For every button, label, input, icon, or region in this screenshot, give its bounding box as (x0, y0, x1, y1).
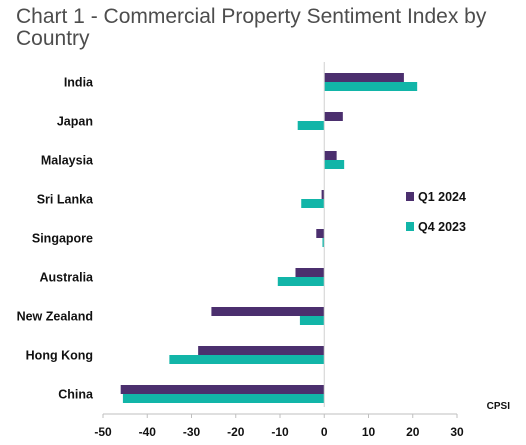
x-tick-label: 0 (321, 425, 328, 439)
bar-q4-2023-hong-kong (169, 355, 325, 364)
legend-swatch-q4-2023 (406, 222, 414, 231)
x-tick-label: -20 (227, 425, 245, 439)
x-tick-label: 30 (450, 425, 464, 439)
category-label-india: India (64, 76, 94, 90)
category-labels: India Japan Malaysia Sri Lanka Singapore Aust… (17, 76, 94, 402)
x-tick-label: -30 (183, 425, 201, 439)
category-label-china: China (58, 388, 94, 402)
x-axis: -50 -40 -30 -20 -10 0 10 20 30 (94, 62, 464, 439)
bar-q1-2024-new-zealand (211, 307, 325, 316)
bar-q4-2023-new-zealand (299, 316, 325, 325)
bar-q1-2024-hong-kong (198, 346, 325, 355)
bars-layer (120, 73, 418, 403)
bar-q1-2024-australia (295, 268, 325, 277)
legend: Q1 2024 Q4 2023 (406, 190, 466, 234)
bar-q1-2024-japan (324, 112, 343, 121)
bar-q4-2023-china (122, 394, 325, 403)
category-label-australia: Australia (40, 271, 95, 285)
bar-q1-2024-china (120, 385, 325, 394)
category-label-new-zealand: New Zealand (17, 310, 93, 324)
legend-swatch-q1-2024 (406, 192, 414, 201)
bar-q1-2024-malaysia (324, 151, 337, 160)
x-tick-label: -50 (94, 425, 112, 439)
x-tick-label: 20 (406, 425, 420, 439)
x-tick-label: -10 (271, 425, 289, 439)
category-label-singapore: Singapore (32, 232, 93, 246)
x-tick-label: 10 (362, 425, 376, 439)
category-label-malaysia: Malaysia (41, 154, 94, 168)
x-tick-label: -40 (139, 425, 157, 439)
bar-q4-2023-sri-lanka (301, 199, 325, 208)
category-label-hong-kong: Hong Kong (26, 349, 93, 363)
bar-q4-2023-india (324, 82, 418, 91)
bar-q4-2023-australia (277, 277, 325, 286)
bar-q1-2024-singapore (316, 229, 325, 238)
x-axis-unit-label: CPSI (487, 401, 511, 412)
legend-label-q4-2023: Q4 2023 (418, 220, 466, 234)
bar-q4-2023-japan (297, 121, 325, 130)
legend-label-q1-2024: Q1 2024 (418, 190, 466, 204)
bar-q1-2024-india (324, 73, 404, 82)
chart-title: Chart 1 - Commercial Property Sentiment … (16, 5, 487, 50)
category-label-japan: Japan (57, 115, 93, 129)
category-label-sri-lanka: Sri Lanka (37, 193, 94, 207)
bar-q4-2023-malaysia (324, 160, 345, 169)
bar-q4-2023-singapore (322, 238, 325, 247)
bar-q1-2024-sri-lanka (321, 190, 325, 199)
